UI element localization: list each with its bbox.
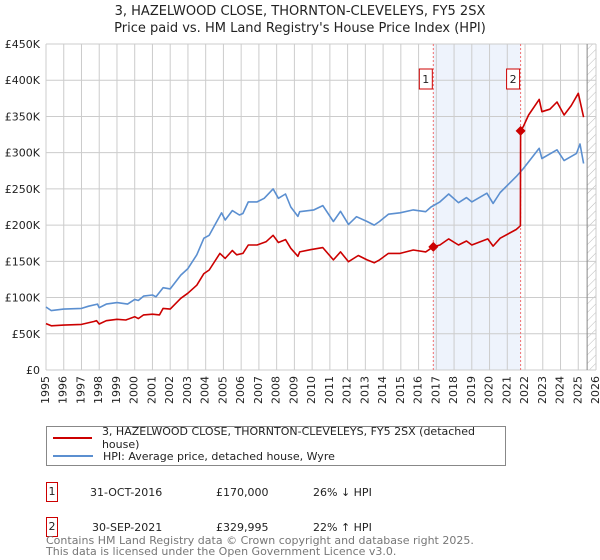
x-tick-label: 2009 xyxy=(287,376,300,404)
legend-item-property: 3, HAZELWOOD CLOSE, THORNTON-CLEVELEYS, … xyxy=(53,425,505,451)
x-tick-label: 2020 xyxy=(483,376,496,404)
chart-title: 3, HAZELWOOD CLOSE, THORNTON-CLEVELEYS, … xyxy=(114,4,486,19)
transaction-date: 30-SEP-2021 xyxy=(92,521,163,534)
x-tick-label: 2022 xyxy=(518,376,531,404)
sale-label-box xyxy=(418,68,433,90)
transaction-hpi: 26% ↓ HPI xyxy=(313,486,372,499)
x-tick-label: 2008 xyxy=(270,376,283,404)
transaction-date: 31-OCT-2016 xyxy=(90,486,163,499)
x-tick-label: 2004 xyxy=(199,376,212,404)
legend-label-property: 3, HAZELWOOD CLOSE, THORNTON-CLEVELEYS, … xyxy=(101,425,476,451)
x-tick-label: 2018 xyxy=(447,376,460,404)
transaction-row: 1 31-OCT-2016 £170,000 26% ↓ HPI xyxy=(46,482,546,504)
y-tick-label: £350K xyxy=(5,110,41,123)
x-tick-label: 2002 xyxy=(163,376,176,404)
transaction-badge: 2 xyxy=(46,517,58,537)
x-tick-label: 2001 xyxy=(145,376,158,404)
y-tick-label: £50K xyxy=(12,328,41,341)
legend-swatch-red xyxy=(53,437,92,439)
x-tick-label: 1999 xyxy=(110,376,123,404)
forecast-hatch-region xyxy=(587,44,596,370)
x-tick-label: 1997 xyxy=(74,376,87,404)
y-tick-label: £0 xyxy=(26,364,40,377)
footer-copyright: Contains HM Land Registry data © Crown c… xyxy=(46,534,474,547)
sale-point-marker xyxy=(515,125,526,136)
x-tick-label: 2000 xyxy=(128,376,141,404)
y-tick-label: £200K xyxy=(5,219,41,232)
transaction-badge: 1 xyxy=(46,482,58,502)
transaction-price: £329,995 xyxy=(216,521,269,534)
x-tick-label: 2023 xyxy=(536,376,549,404)
transaction-price: £170,000 xyxy=(216,486,269,499)
price-chart: 1995 1996 1997 1998 1999 2000 2001 2002 2003 2004… xyxy=(5,38,600,404)
x-tick-label: 2024 xyxy=(554,376,567,404)
sale-label-box xyxy=(506,68,521,90)
y-tick-label: £400K xyxy=(5,74,41,87)
transaction-row: 2 30-SEP-2021 £329,995 22% ↑ HPI xyxy=(46,517,546,539)
x-tick-label: 2017 xyxy=(429,376,442,404)
footer-licence: This data is licensed under the Open Gov… xyxy=(46,545,397,558)
x-tick-label: 2013 xyxy=(358,376,371,404)
property-price-line xyxy=(45,92,585,327)
sale-label-number: 1 xyxy=(422,73,429,86)
sale-period-shading xyxy=(433,44,521,370)
x-tick-label: 2016 xyxy=(412,376,425,404)
x-tick-label: 2006 xyxy=(234,376,247,404)
legend-label-hpi: HPI: Average price, detached house, Wyre xyxy=(103,449,335,463)
x-tick-label: 2010 xyxy=(305,376,318,404)
x-tick-label: 2007 xyxy=(252,376,265,404)
x-tick-label: 2014 xyxy=(376,376,389,404)
sale-label-number: 2 xyxy=(510,73,517,86)
x-tick-label: 2021 xyxy=(500,376,513,404)
hpi-line xyxy=(45,143,585,312)
y-tick-label: £100K xyxy=(5,292,41,305)
legend-item-hpi: HPI: Average price, detached house, Wyre xyxy=(53,448,335,464)
legend-swatch-blue xyxy=(53,455,93,457)
x-tick-label: 2015 xyxy=(394,376,407,404)
chart-subtitle: Price paid vs. HM Land Registry's House … xyxy=(114,21,486,36)
transaction-hpi: 22% ↑ HPI xyxy=(313,521,372,534)
x-tick-label: 1995 xyxy=(39,376,52,404)
x-tick-label: 2012 xyxy=(341,376,354,404)
x-tick-label: 2026 xyxy=(589,376,600,404)
x-tick-label: 2005 xyxy=(216,376,229,404)
legend: 3, HAZELWOOD CLOSE, THORNTON-CLEVELEYS, … xyxy=(46,425,506,466)
y-tick-label: £300K xyxy=(5,147,41,160)
x-tick-label: 2011 xyxy=(323,376,336,404)
x-tick-label: 2003 xyxy=(181,376,194,404)
sale-point-marker xyxy=(428,241,439,252)
y-tick-label: £450K xyxy=(5,38,41,51)
x-tick-label: 2019 xyxy=(465,376,478,404)
x-tick-label: 1996 xyxy=(57,376,70,404)
x-tick-label: 2025 xyxy=(571,376,584,404)
y-tick-label: £150K xyxy=(5,255,41,268)
y-tick-label: £250K xyxy=(5,183,41,196)
x-tick-label: 1998 xyxy=(92,376,105,404)
